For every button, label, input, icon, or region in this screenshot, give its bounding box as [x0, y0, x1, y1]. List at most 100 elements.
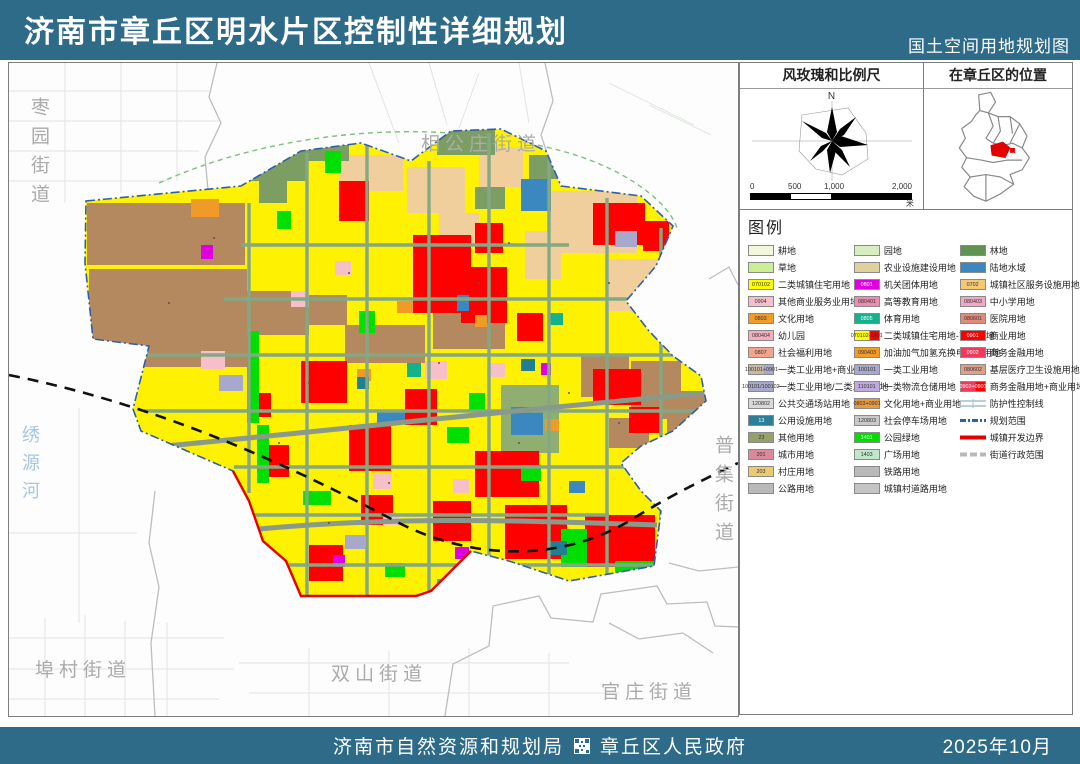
- legend-code: 080601: [963, 315, 982, 322]
- legend-label: 一类工业用地/二类工业用地: [778, 382, 889, 392]
- location-map-icon: [958, 91, 1031, 202]
- legend-line-symbol-protect: [959, 398, 986, 409]
- legend-swatch: 0801: [853, 279, 880, 290]
- parcels-sport: [407, 313, 563, 377]
- legend-label: 城镇开发边界: [989, 433, 1044, 443]
- legend-item: 090403 加油加气加氢充换电设施用地: [853, 344, 1001, 361]
- legend-code: 203: [756, 468, 766, 475]
- legend-label: 城镇村道路用地: [883, 484, 947, 494]
- legend-label: 其他用地: [778, 433, 815, 443]
- legend-code: 1401: [860, 434, 873, 441]
- scale-tick-0: 0: [750, 182, 755, 191]
- legend-swatch: 0902: [959, 347, 986, 358]
- legend-item: 080401 高等教育用地: [853, 293, 960, 310]
- legend-swatch: 203: [748, 466, 774, 477]
- legend-code: 100101+0901: [744, 366, 778, 373]
- legend-label: 一类工业用地+商业用地: [778, 365, 874, 375]
- legend-item: 耕地: [748, 242, 854, 259]
- parcels-industrial: [219, 231, 637, 549]
- district-label-zaoyuan: 枣园街道: [28, 97, 49, 213]
- legend-item: 070102-0901 二类城镇住宅用地-商业用地: [851, 327, 995, 344]
- legend-label: 二类城镇住宅用地: [778, 280, 851, 290]
- legend-label: 一类工业用地: [883, 365, 938, 375]
- legend-code: 080403: [963, 298, 982, 305]
- footer-agencies: 济南市自然资源和规划局 章丘区人民政府: [0, 727, 1080, 764]
- legend-item: 0801 机关团体用地: [853, 276, 960, 293]
- legend-swatch: 0807: [748, 347, 774, 358]
- plan-scope-outline: [84, 128, 707, 597]
- legend-swatch: 110101: [853, 381, 880, 392]
- legend-title: 图例: [748, 220, 785, 237]
- legend-item: 0702 城镇社区服务设施用地: [959, 276, 1080, 293]
- page-title: 济南市章丘区明水片区控制性详细规划: [24, 16, 568, 49]
- legend-label: 公共交通场站用地: [778, 399, 851, 409]
- zoning-map-panel[interactable]: 枣园街道 相公庄街道 绣源河 普集街道 埠村街道 双山街道 官庄街道: [8, 62, 739, 717]
- legend-code: 080602: [963, 366, 982, 373]
- footer-agency-right: 章丘区人民政府: [600, 737, 748, 758]
- legend-label: 街道行政范围: [989, 450, 1044, 460]
- wind-rose-icon: [752, 101, 912, 181]
- legend-code: 23: [757, 434, 765, 441]
- legend-swatch: 120802: [748, 398, 774, 409]
- legend-swatch: 080401: [853, 296, 880, 307]
- legend-code: 080404: [751, 332, 771, 339]
- context-roads: [9, 63, 712, 716]
- legend-swatch: 080404: [748, 330, 774, 341]
- scale-tick-500: 500: [788, 182, 802, 191]
- legend-swatch: 100101/100102: [742, 381, 780, 392]
- scale-tick-1000: 1,000: [824, 182, 845, 191]
- district-label-guanzhuang: 官庄街道: [601, 682, 698, 703]
- legend: 图例 耕地草地 070102 二类城镇住宅用地 0904 其他商业服务业用地 0803 文化…: [740, 209, 1080, 501]
- legend-swatch: [748, 245, 774, 256]
- legend-item: 23 其他用地: [748, 429, 854, 446]
- legend-swatch: 0702: [959, 279, 986, 290]
- legend-item: 0803 文化用地: [748, 310, 854, 327]
- scale-tick-2000: 2,000: [891, 182, 912, 191]
- legend-column-3: 林地 陆地水域 0702 城镇社区服务设施用地 080403 中小学用地 080601 医院用…: [959, 242, 1080, 497]
- legend-swatch: 080602: [959, 364, 986, 375]
- legend-label: 公园绿地: [883, 433, 920, 443]
- legend-label: 其他商业服务业用地: [778, 297, 860, 307]
- location-box: 在章丘区的位置: [924, 63, 1072, 209]
- legend-item: 0904 其他商业服务业用地: [748, 293, 859, 310]
- legend-item: 规划范围: [959, 412, 1066, 429]
- legend-item: 草地: [748, 259, 854, 276]
- legend-swatch: [853, 262, 880, 273]
- legend-swatch: 13: [748, 415, 774, 426]
- legend-code: 0807: [754, 349, 768, 356]
- main-roads: [143, 390, 706, 534]
- zoning-map-svg: [9, 63, 738, 716]
- legend-swatch: 0901: [959, 330, 986, 341]
- legend-item: 0805 体育用地: [853, 310, 960, 327]
- legend-item: 080403 中小学用地: [959, 293, 1066, 310]
- legend-label: 社会停车场用地: [883, 416, 947, 426]
- river-label-xiuyuanhe: 绣源河: [20, 425, 40, 509]
- legend-item: 防护性控制线: [959, 395, 1066, 412]
- legend-code: 0702: [966, 281, 979, 288]
- location-title: 在章丘区的位置: [924, 63, 1072, 89]
- legend-item: 街道行政范围: [959, 446, 1066, 463]
- legend-label: 铁路用地: [883, 467, 920, 477]
- legend-swatch: 0805: [853, 313, 880, 324]
- footer-date: 2025年10月: [942, 737, 1052, 758]
- legend-label: 体育用地: [883, 314, 920, 324]
- legend-code: 0801: [860, 281, 873, 288]
- legend-label: 草地: [778, 263, 797, 273]
- legend-label: 加油加气加氢充换电设施用地: [883, 348, 1001, 358]
- legend-swatch: 100101: [853, 364, 880, 375]
- district-boundaries: [148, 63, 738, 716]
- footer-agency-left: 济南市自然资源和规划局: [332, 737, 564, 758]
- legend-code: 0901: [966, 332, 979, 339]
- legend-item: 铁路用地: [853, 463, 960, 480]
- windrose-title: 风玫瑰和比例尺: [740, 63, 923, 89]
- district-label-puji: 普集街道: [712, 435, 733, 551]
- legend-swatch: [853, 245, 880, 256]
- legend-swatch: [853, 466, 880, 477]
- legend-code: 1403: [860, 451, 873, 458]
- legend-code: 070102: [751, 281, 771, 288]
- legend-item: 100101+0901 一类工业用地+商业用地: [744, 361, 873, 378]
- district-label-shuangshan: 双山街道: [331, 664, 428, 685]
- legend-swatch: [748, 483, 774, 494]
- legend-code: 0803+0901: [853, 400, 881, 407]
- legend-code: 090403: [857, 349, 876, 356]
